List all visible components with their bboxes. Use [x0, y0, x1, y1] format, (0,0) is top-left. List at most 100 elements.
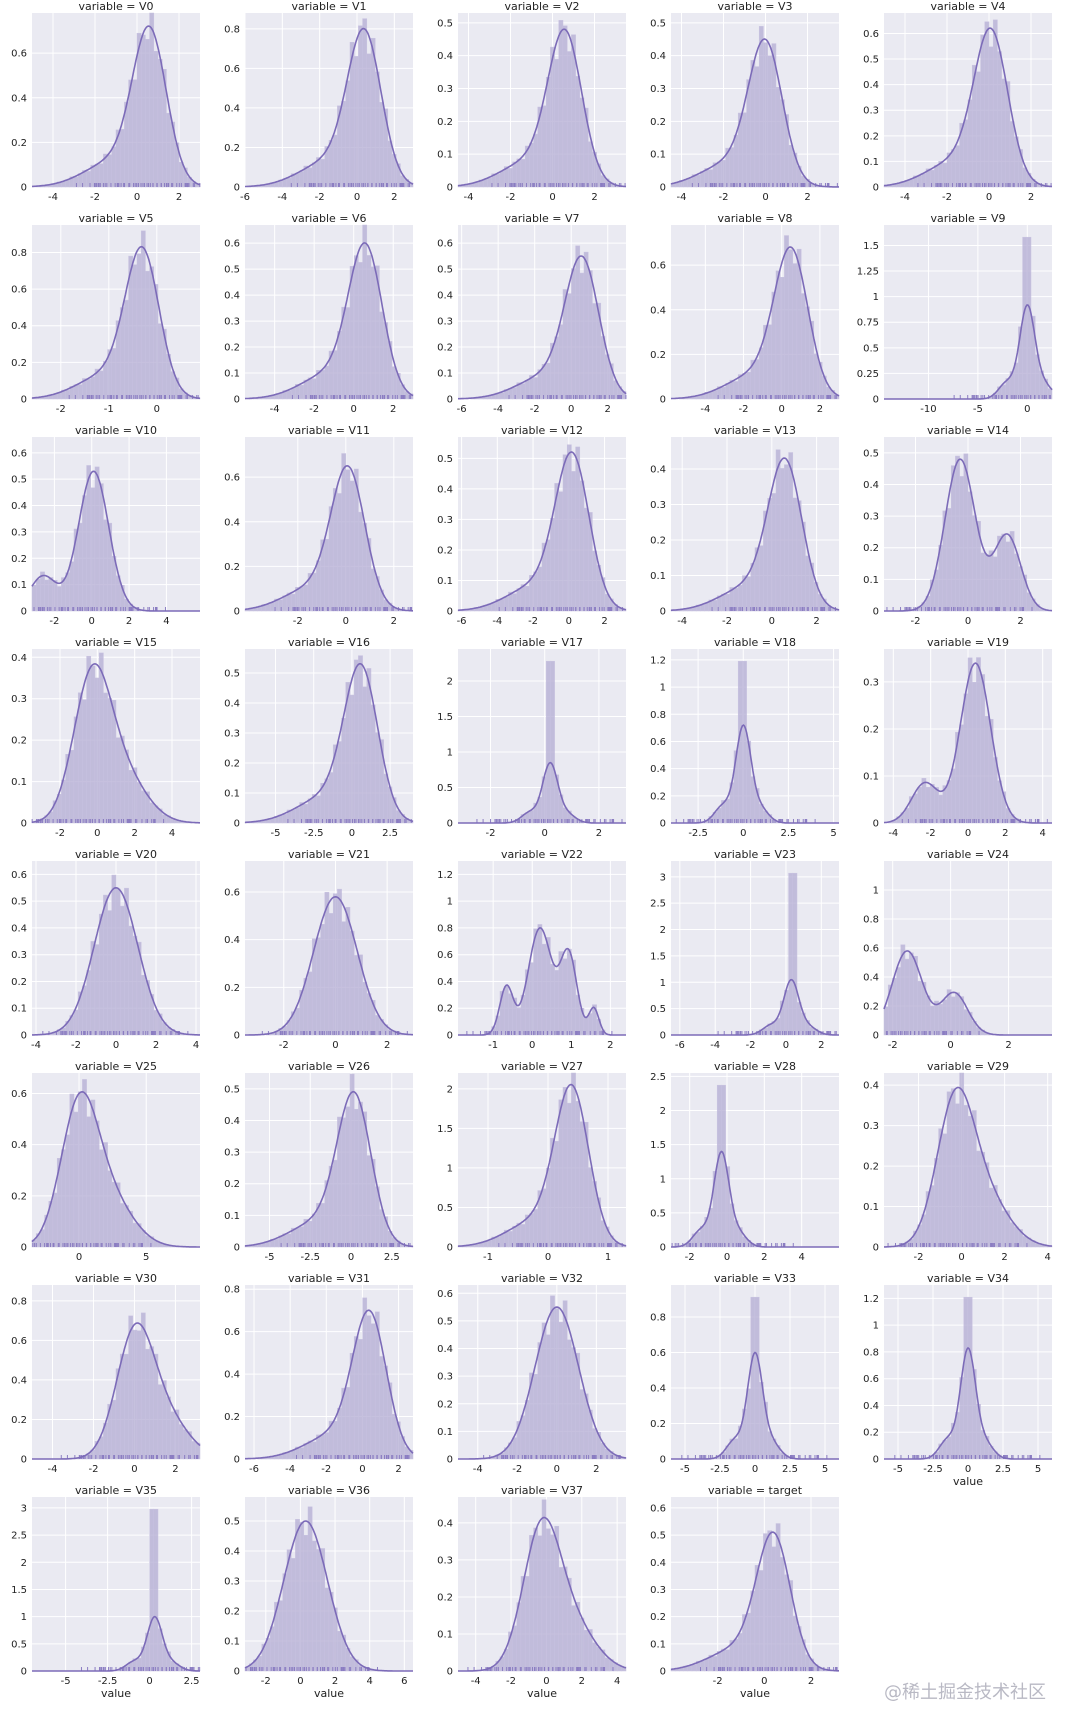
- histogram-bar: [546, 1529, 550, 1671]
- x-tick-label: 0: [297, 1676, 303, 1687]
- x-tick-label: -2: [261, 1676, 271, 1687]
- histogram-bar: [150, 13, 154, 187]
- y-tick-label: 1: [660, 1174, 666, 1185]
- x-tick-label: 5: [143, 1252, 149, 1263]
- y-tick-label: 1.2: [650, 655, 666, 666]
- histogram-bar: [755, 359, 759, 399]
- histogram-bar: [713, 390, 717, 399]
- histogram-bar: [751, 563, 755, 611]
- histogram-bar: [158, 324, 162, 399]
- y-tick-label: 0.1: [650, 571, 666, 582]
- histogram-bar: [976, 1151, 980, 1247]
- histogram-bar: [333, 135, 337, 187]
- histogram-bar: [1002, 79, 1006, 187]
- histogram-bar: [91, 1100, 95, 1247]
- histogram-bar: [951, 1089, 955, 1247]
- histogram-bar: [274, 1239, 278, 1247]
- histogram-bar: [141, 791, 145, 823]
- histogram-bar: [763, 1534, 767, 1671]
- histogram-bar: [103, 895, 107, 1035]
- histogram-bar: [329, 773, 333, 823]
- histogram-bar: [981, 35, 985, 187]
- histogram-bar: [66, 573, 70, 611]
- x-tick-label: 4: [169, 828, 175, 839]
- histogram-bar: [968, 1116, 972, 1247]
- histogram-bar: [763, 43, 767, 187]
- x-tick-label: 0: [965, 1464, 971, 1475]
- histogram-bar: [475, 183, 479, 187]
- y-tick-label: 0.5: [437, 1203, 453, 1214]
- histogram-bar: [793, 873, 797, 1035]
- x-tick-label: -6: [675, 1040, 685, 1051]
- y-tick-label: 0: [873, 1455, 879, 1466]
- histogram-bar: [759, 348, 763, 399]
- x-tick-label: -2: [279, 1040, 289, 1051]
- x-tick-label: 2: [1028, 192, 1034, 203]
- x-tick-label: -4: [677, 616, 687, 627]
- panel-title: variable = V9: [930, 212, 1005, 225]
- histogram-bar: [141, 1313, 145, 1459]
- y-tick-label: 0.4: [224, 1370, 240, 1381]
- histogram-bar: [508, 994, 512, 1035]
- histogram-bar: [124, 750, 128, 823]
- y-tick-label: 0.5: [11, 475, 27, 486]
- histogram-bar: [358, 262, 362, 399]
- histogram-bar: [103, 361, 107, 399]
- histogram-bar: [133, 265, 137, 399]
- histogram-bar: [150, 1509, 154, 1671]
- x-tick-label: 0: [566, 616, 572, 627]
- histogram-bar: [793, 1616, 797, 1671]
- y-tick-label: 0.3: [437, 515, 453, 526]
- y-tick-label: 1.5: [437, 1124, 453, 1135]
- histogram-bar: [584, 508, 588, 611]
- histogram-bar: [337, 331, 341, 399]
- histogram-bar: [367, 1156, 371, 1247]
- x-tick-label: 2: [1005, 1040, 1011, 1051]
- histogram-bar: [354, 955, 358, 1035]
- histogram-bar: [103, 520, 107, 611]
- histogram-bar: [943, 1134, 947, 1247]
- histogram-bar: [150, 1347, 154, 1459]
- histogram-bar: [66, 180, 70, 187]
- histogram-bar: [504, 597, 508, 611]
- x-tick-label: -4: [464, 192, 474, 203]
- histogram-bar: [960, 1073, 964, 1247]
- histogram-bar: [312, 573, 316, 611]
- x-tick-label: 2: [817, 404, 823, 415]
- histogram-bar: [592, 1429, 596, 1459]
- y-tick-label: 0.4: [863, 1081, 879, 1092]
- histogram-bar: [392, 367, 396, 399]
- histogram-bar: [934, 570, 938, 611]
- y-tick-label: 0: [21, 183, 27, 194]
- histogram-bar: [951, 997, 955, 1035]
- y-tick-label: 0.6: [224, 887, 240, 898]
- histogram-bar: [99, 1150, 103, 1247]
- histogram-bar: [930, 170, 934, 187]
- y-tick-label: 0.1: [224, 1211, 240, 1222]
- x-axis-label: value: [527, 1687, 557, 1700]
- y-tick-label: 0.4: [437, 51, 453, 62]
- y-tick-label: 0.3: [437, 1372, 453, 1383]
- panel-title: variable = V6: [291, 212, 366, 225]
- y-tick-label: 0.4: [437, 484, 453, 495]
- y-tick-label: 0.4: [224, 517, 240, 528]
- histogram-bar: [321, 1435, 325, 1459]
- histogram-bar: [571, 1606, 575, 1671]
- x-tick-label: 4: [614, 1676, 620, 1687]
- histogram-bar: [500, 1234, 504, 1247]
- y-tick-label: 0.2: [224, 1412, 240, 1423]
- histogram-bar: [688, 178, 692, 187]
- histogram-bar: [939, 1004, 943, 1035]
- histogram-bar: [797, 501, 801, 611]
- x-tick-label: -2: [528, 616, 538, 627]
- y-tick-label: 0: [234, 1243, 240, 1254]
- histogram-bar: [789, 250, 793, 399]
